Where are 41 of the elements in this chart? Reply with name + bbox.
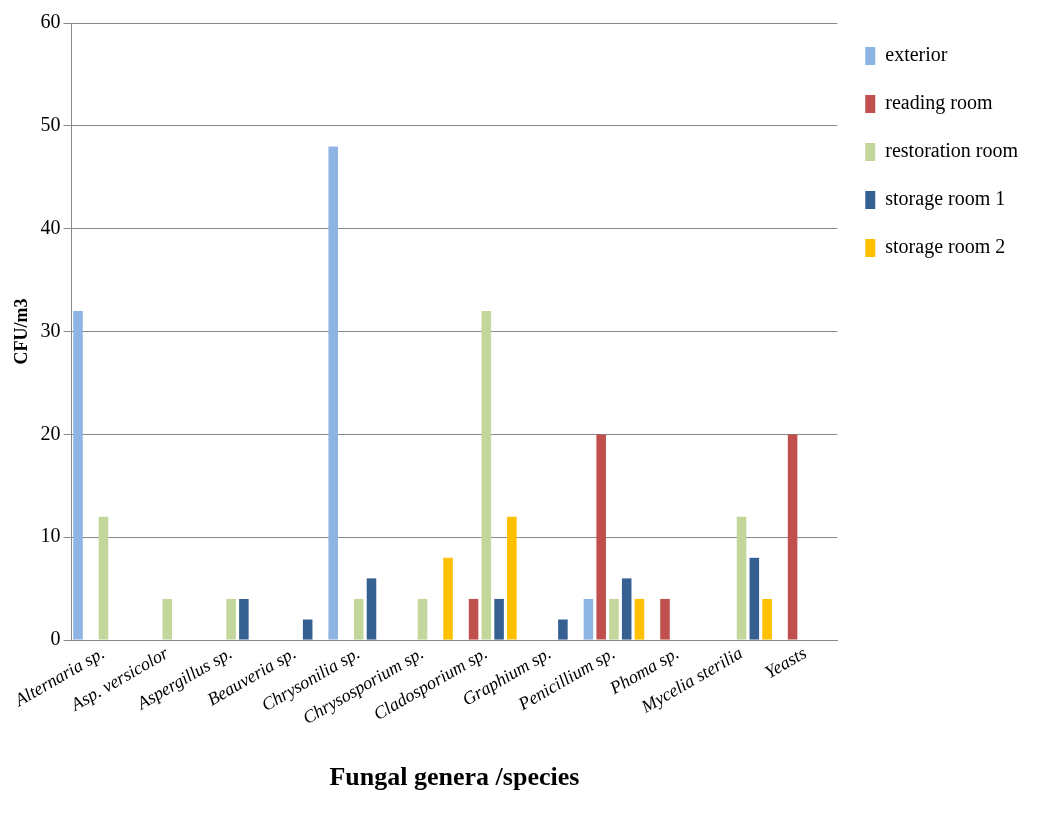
bar bbox=[481, 310, 492, 640]
bar bbox=[787, 434, 798, 640]
bar bbox=[621, 578, 632, 640]
y-tick-label: 50 bbox=[40, 113, 61, 136]
bar bbox=[443, 557, 453, 640]
y-axis-title: CFU/m3 bbox=[11, 298, 32, 365]
bar bbox=[494, 598, 504, 640]
legend-label: restoration room bbox=[885, 139, 1019, 162]
bar bbox=[226, 598, 236, 640]
bar bbox=[583, 598, 594, 640]
x-axis-title: Fungal genera /species bbox=[329, 762, 580, 792]
legend-label: storage room 2 bbox=[885, 235, 1006, 259]
bar bbox=[596, 434, 606, 640]
y-tick-label: 10 bbox=[40, 524, 61, 547]
legend-label: storage room 1 bbox=[885, 187, 1006, 211]
y-tick-label: 0 bbox=[50, 627, 61, 650]
legend-label: reading room bbox=[885, 91, 993, 115]
y-tick-label: 20 bbox=[40, 421, 61, 444]
bar bbox=[660, 598, 670, 640]
bar bbox=[507, 516, 517, 640]
bar bbox=[609, 598, 619, 640]
y-tick-label: 30 bbox=[40, 318, 61, 341]
bar bbox=[328, 146, 338, 640]
bar bbox=[558, 619, 568, 640]
y-tick-label: 40 bbox=[40, 215, 61, 238]
bar bbox=[239, 598, 249, 640]
bar bbox=[98, 516, 109, 640]
bar bbox=[468, 598, 479, 640]
bar bbox=[302, 619, 313, 640]
bar bbox=[366, 578, 377, 640]
bar bbox=[417, 598, 428, 640]
x-tick-label: Yeasts bbox=[761, 642, 810, 683]
y-tick-label: 60 bbox=[40, 10, 61, 33]
bar bbox=[749, 557, 760, 640]
bar bbox=[162, 598, 173, 640]
legend-label: exterior bbox=[885, 43, 948, 66]
bar bbox=[353, 598, 364, 640]
bar bbox=[73, 310, 83, 640]
bar bbox=[634, 598, 645, 640]
bar bbox=[736, 516, 747, 640]
bar bbox=[762, 598, 772, 640]
